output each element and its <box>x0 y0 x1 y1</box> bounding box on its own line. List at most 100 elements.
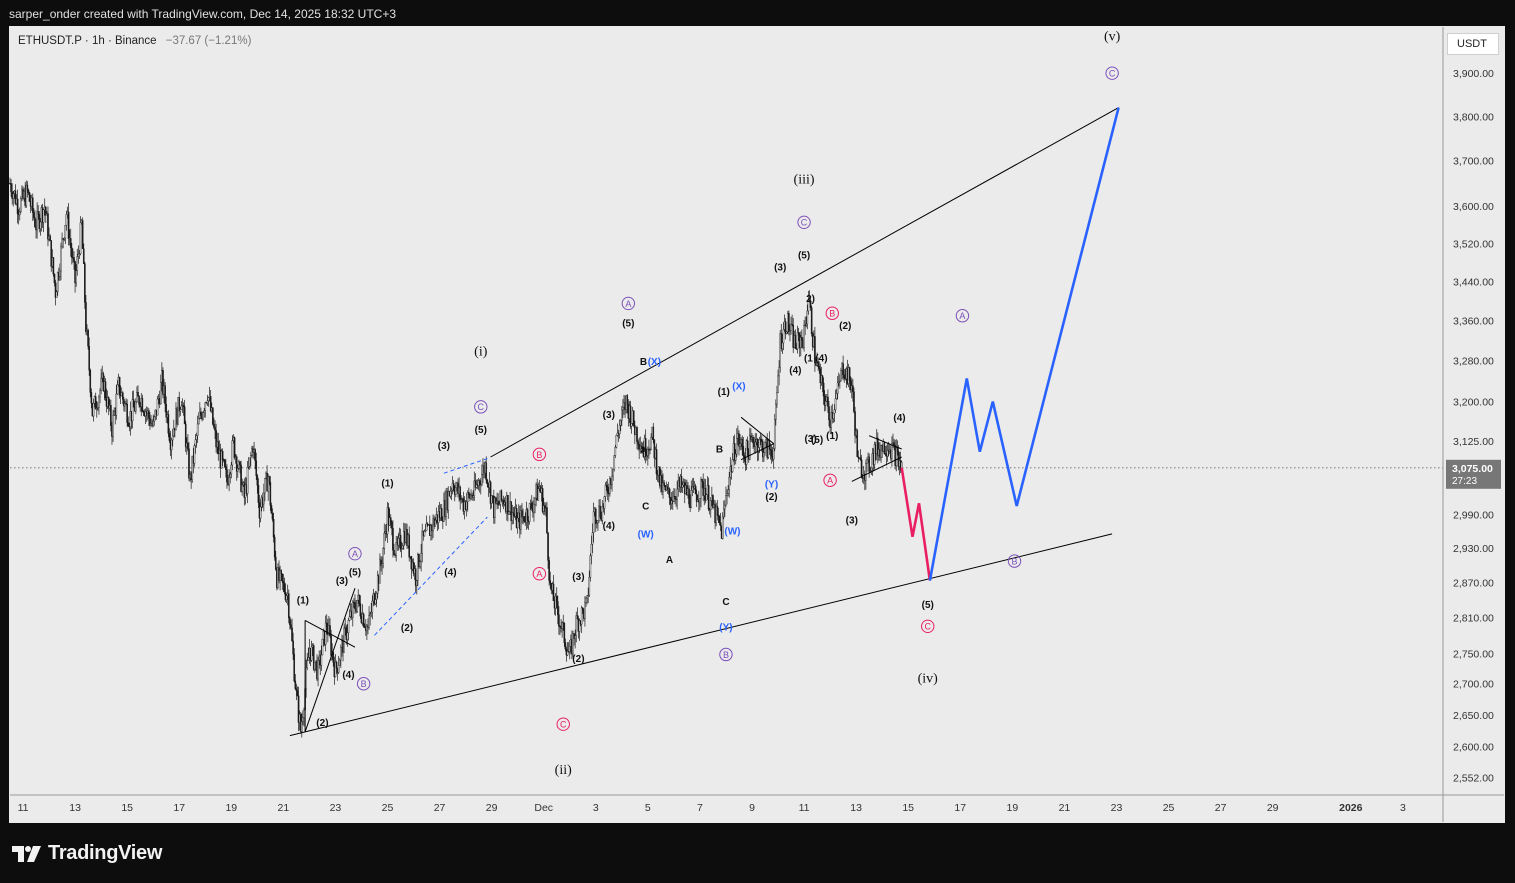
candle-body <box>397 537 400 546</box>
candle-body <box>314 661 316 670</box>
price-tick-label: 2,750.00 <box>1453 648 1494 660</box>
candle-body <box>650 437 652 450</box>
candle-body <box>768 440 771 450</box>
candle-body <box>61 238 63 247</box>
candle-body <box>726 493 728 496</box>
candle-body <box>452 483 455 491</box>
wave-label: (X) <box>732 382 745 393</box>
candle-body <box>543 505 546 508</box>
wave-label: (2) <box>401 623 413 634</box>
candle-body <box>351 601 354 618</box>
wave-label: B <box>640 357 647 368</box>
candle-body <box>81 220 84 249</box>
candle-body <box>73 257 75 262</box>
candle-body <box>182 405 185 408</box>
candle-body <box>734 453 737 461</box>
candle-body <box>803 325 805 348</box>
candle-body <box>843 374 845 378</box>
candle-body <box>886 450 889 457</box>
candle-body <box>122 392 124 400</box>
wave-label: (5) <box>475 425 487 436</box>
logo-text: TradingView <box>48 842 163 864</box>
candle-body <box>202 412 204 420</box>
candle-body <box>256 475 259 486</box>
candle-body <box>769 448 772 451</box>
candle-body <box>329 625 331 636</box>
candle-body <box>49 235 51 241</box>
candle-body <box>285 595 288 600</box>
candle-body <box>380 559 382 566</box>
upper-wedge-line <box>490 107 1119 458</box>
candle-body <box>520 510 522 530</box>
candle-body <box>294 680 297 689</box>
candle-body <box>472 495 475 498</box>
wave-label: (4) <box>815 354 827 365</box>
wave-label: (W) <box>724 527 740 538</box>
price-tick-label: 3,520.00 <box>1453 238 1494 250</box>
triangle-dec-13-lower <box>851 456 902 482</box>
symbol-info[interactable]: ETHUSDT.P · 1h · Binance −37.67 (−1.21%) <box>18 35 251 47</box>
price-tick-label: 3,280.00 <box>1453 356 1494 368</box>
candle-body <box>229 473 232 478</box>
time-tick-label: 15 <box>121 802 133 814</box>
candle-body <box>305 667 307 690</box>
candle-body <box>317 660 319 680</box>
wave-label: (iii) <box>794 173 815 188</box>
wave-label: C <box>560 720 567 730</box>
axis-unit-button[interactable]: USDT <box>1447 33 1499 55</box>
candle-body <box>39 221 42 229</box>
wave-label: (W) <box>638 529 654 540</box>
time-tick-label: 11 <box>18 802 29 814</box>
candle-body <box>270 505 273 514</box>
candle-body <box>142 411 145 413</box>
candle-body <box>794 335 797 349</box>
candle-body <box>293 653 296 682</box>
candle-body <box>789 330 791 332</box>
candle-body <box>596 522 598 524</box>
candle-body <box>82 248 85 264</box>
candle-body <box>321 638 324 656</box>
candle-body <box>231 440 234 466</box>
candle-body <box>126 403 128 423</box>
candle-body <box>387 507 390 526</box>
candle-body <box>516 517 519 528</box>
candle-body <box>84 263 86 303</box>
candle-body <box>55 291 58 298</box>
wave-label: (Y) <box>765 480 778 491</box>
candle-body <box>695 493 698 502</box>
candle-body <box>217 441 220 454</box>
time-tick-label: 7 <box>697 802 703 814</box>
candle-body <box>363 626 366 628</box>
candle-body <box>712 495 714 508</box>
tradingview-logo-icon <box>12 845 41 862</box>
candle-body <box>736 437 738 455</box>
candle-body <box>419 561 421 567</box>
candle-body <box>752 437 754 444</box>
wave-label-circle <box>348 546 362 561</box>
candle-body <box>699 498 701 503</box>
candle-body <box>36 211 38 231</box>
chart-frame[interactable] <box>9 26 1505 823</box>
wave-label: (4) <box>444 567 456 578</box>
wave-label: (ii) <box>555 763 572 778</box>
candle-body <box>98 396 100 408</box>
candle-body <box>629 405 632 427</box>
wave-label-circle <box>556 717 570 731</box>
candle-body <box>500 490 503 501</box>
candle-body <box>630 423 633 427</box>
candle-body <box>587 594 589 597</box>
candle-body <box>716 506 719 516</box>
candle-body <box>893 442 895 446</box>
attribution-text: sarper_onder created with TradingView.co… <box>9 7 396 21</box>
candle-body <box>615 435 618 448</box>
wave-label: (4) <box>789 365 801 376</box>
candle-body <box>653 439 656 459</box>
candle-body <box>869 470 872 472</box>
candle-body <box>38 214 41 229</box>
candle-body <box>860 459 863 478</box>
wave-label: A <box>640 446 647 457</box>
candle-body <box>507 495 509 515</box>
candle-body <box>180 405 183 410</box>
candle-body <box>707 485 710 510</box>
